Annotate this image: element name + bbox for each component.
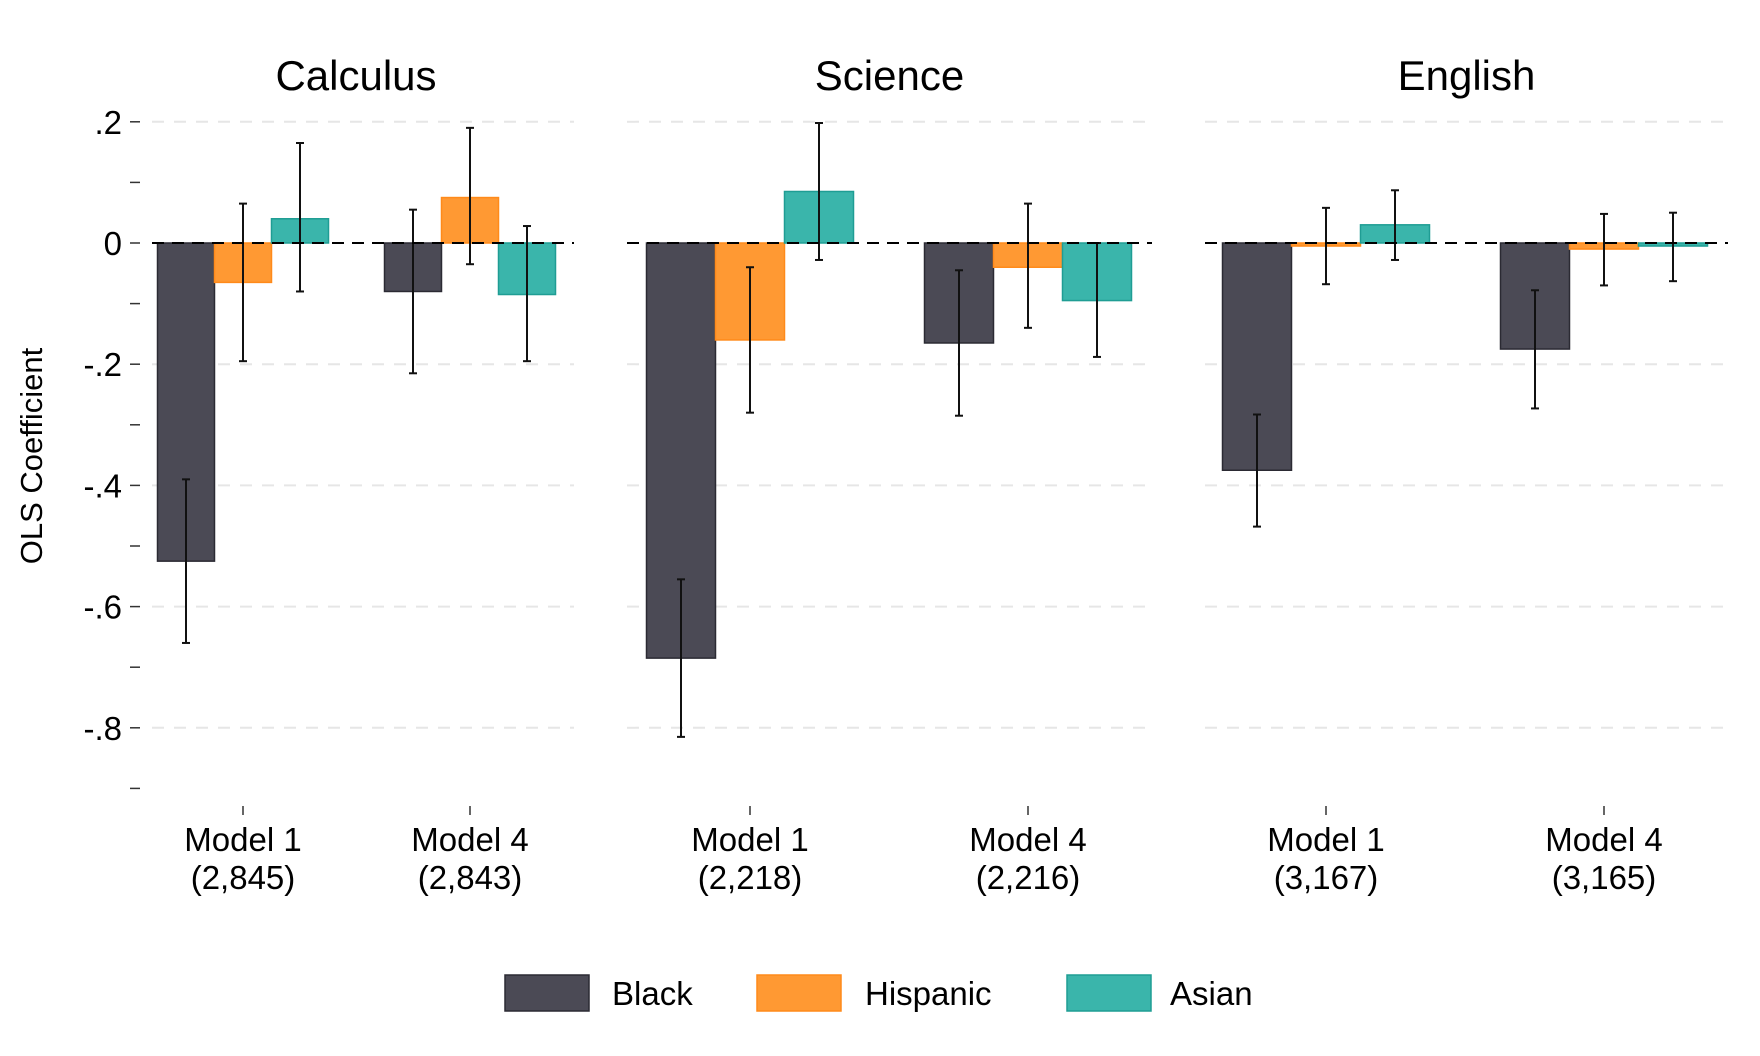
legend-item-hispanic: Hispanic <box>756 974 992 1012</box>
x-tick-sublabel: (2,845) <box>191 859 296 896</box>
x-tick-sublabel: (2,218) <box>698 859 803 896</box>
x-tick-sublabel: (2,216) <box>976 859 1081 896</box>
panel-title: Calculus <box>275 52 436 99</box>
y-tick-label: -.4 <box>83 467 122 504</box>
x-tick-label: Model 4 <box>969 821 1086 858</box>
y-tick-label: -.6 <box>83 589 122 626</box>
x-tick-label: Model 1 <box>1267 821 1384 858</box>
panel-title: Science <box>815 52 964 99</box>
legend-swatch <box>504 974 590 1012</box>
x-tick-label: Model 4 <box>411 821 528 858</box>
x-tick-label: Model 1 <box>691 821 808 858</box>
x-tick-sublabel: (2,843) <box>418 859 523 896</box>
x-tick-sublabel: (3,165) <box>1552 859 1657 896</box>
panel-calculus: Calculus Model 1(2,845) Model 4(2,843) <box>152 52 574 896</box>
legend-label: Hispanic <box>865 975 992 1012</box>
legend-item-black: Black <box>504 974 693 1012</box>
y-tick-label: .2 <box>94 104 122 141</box>
legend: Black Hispanic Asian <box>504 974 1253 1012</box>
panel-english: English Model 1(3,167) Model 4(3,165) <box>1205 52 1728 896</box>
legend-item-asian: Asian <box>1066 974 1253 1012</box>
y-axis: .2 0 -.2 -.4 -.6 -.8 <box>83 104 140 790</box>
legend-label: Asian <box>1170 975 1253 1012</box>
x-tick-label: Model 1 <box>184 821 301 858</box>
panel-science: Science Model 1(2,218) Model 4(2,216) <box>627 52 1152 896</box>
legend-swatch <box>1066 974 1152 1012</box>
y-tick-label: 0 <box>104 225 122 262</box>
legend-label: Black <box>612 975 693 1012</box>
gridlines <box>152 120 1728 729</box>
panel-title: English <box>1398 52 1536 99</box>
y-tick-label: -.8 <box>83 710 122 747</box>
x-tick-label: Model 4 <box>1545 821 1662 858</box>
legend-swatch <box>756 974 842 1012</box>
y-tick-label: -.2 <box>83 346 122 383</box>
x-tick-sublabel: (3,167) <box>1274 859 1379 896</box>
y-axis-label: OLS Coefficient <box>14 347 49 564</box>
